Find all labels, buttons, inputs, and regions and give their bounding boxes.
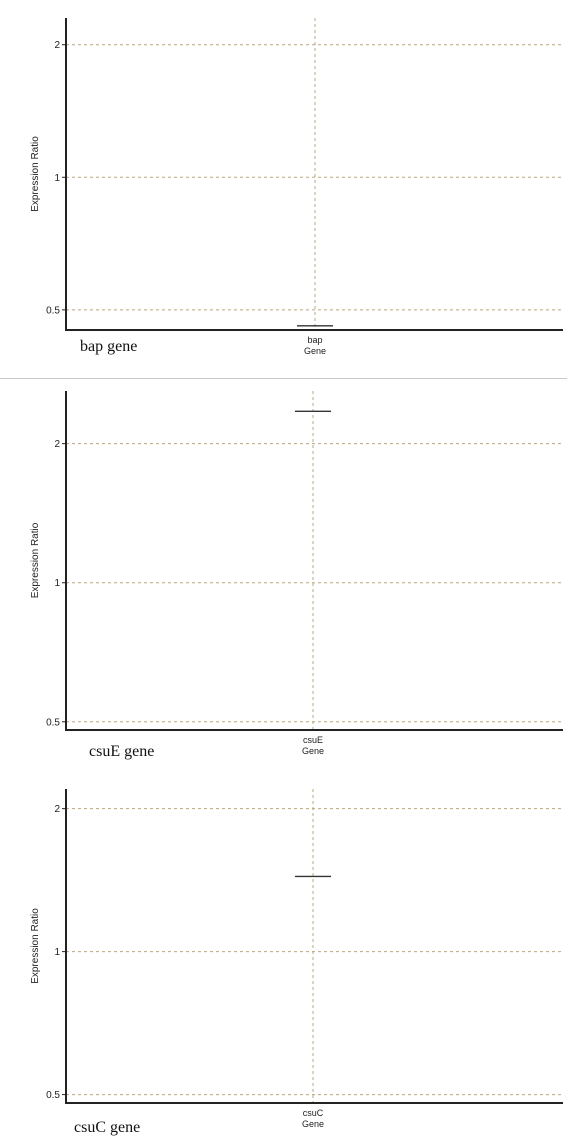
y-tick-label: 1 <box>54 173 60 184</box>
x-category-label: bap <box>307 335 322 345</box>
y-axis-title: Expression Ratio <box>30 522 41 598</box>
x-axis-title: Gene <box>302 1119 324 1129</box>
x-axis-title: Gene <box>302 746 324 756</box>
chart-panel-csue: 0.5 1 2 csuE Gene Expression Ratio csuE gene <box>0 379 567 769</box>
chart-caption-bap: bap gene <box>80 338 138 355</box>
y-tick-label: 0.5 <box>46 305 60 316</box>
y-tick-label: 0.5 <box>46 717 60 728</box>
x-axis-title: Gene <box>304 346 326 356</box>
y-tick-label: 2 <box>54 40 60 51</box>
y-axis-title: Expression Ratio <box>30 136 41 212</box>
y-tick-label: 1 <box>54 947 60 958</box>
y-tick-label: 2 <box>54 804 60 815</box>
y-tick-label: 1 <box>54 578 60 589</box>
y-axis-title: Expression Ratio <box>30 908 41 984</box>
chart-panel-bap: 0.5 1 2 bap Gene Expression Ratio bap gene <box>0 0 567 378</box>
panel-divider <box>0 378 567 379</box>
chart-panel-csuc: 0.5 1 2 csuC Gene Expression Ratio csuC gene <box>0 769 567 1147</box>
chart-caption-csuc: csuC gene <box>74 1119 141 1136</box>
x-category-label: csuE <box>303 735 323 745</box>
chart-caption-csue: csuE gene <box>89 743 155 760</box>
x-category-label: csuC <box>303 1108 324 1118</box>
y-tick-label: 2 <box>54 439 60 450</box>
y-tick-label: 0.5 <box>46 1090 60 1101</box>
